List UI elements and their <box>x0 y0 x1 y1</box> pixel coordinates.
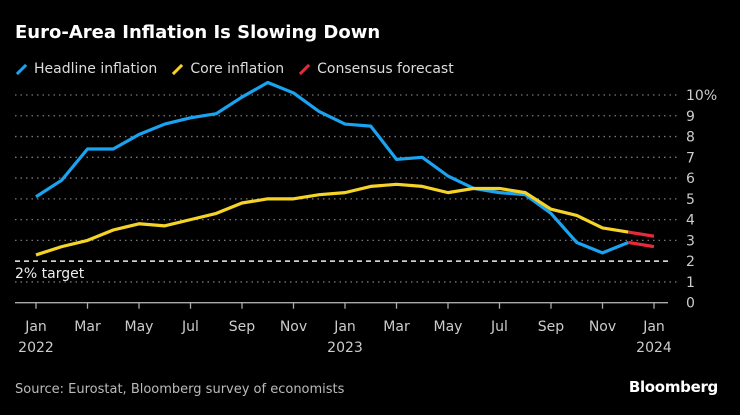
x-tick-label: May <box>125 319 154 335</box>
y-tick-label: 1 <box>686 275 695 291</box>
forecast-line <box>627 240 655 249</box>
x-tick-label: Sep <box>538 319 565 335</box>
x-tick-label: Mar <box>383 319 410 335</box>
legend-label: Headline inflation <box>34 61 158 77</box>
x-tick-label: Mar <box>74 319 101 335</box>
x-tick-label: May <box>434 319 463 335</box>
x-tick-label: Jan <box>642 319 665 335</box>
series-line-headline-inflation <box>35 80 629 255</box>
y-tick-label: 6 <box>686 171 695 187</box>
y-tick-label: 4 <box>686 213 695 229</box>
legend-item-core: Core inflation <box>171 61 284 77</box>
x-tick-label: Jul <box>181 319 199 335</box>
x-tick-year: 2024 <box>636 340 672 356</box>
x-tick-year: 2022 <box>18 340 54 356</box>
y-tick-label: 10% <box>686 88 717 104</box>
y-tick-label: 0 <box>686 296 695 312</box>
y-tick-label: 3 <box>686 233 695 249</box>
bloomberg-logo: Bloomberg <box>628 378 718 396</box>
legend-label: Core inflation <box>190 61 285 77</box>
legend-item-forecast: Consensus forecast <box>298 61 454 77</box>
legend-item-headline: Headline inflation <box>15 61 157 77</box>
forecast-line <box>627 230 655 238</box>
x-tick-label: Jan <box>24 319 47 335</box>
legend-label: Consensus forecast <box>317 61 454 77</box>
y-tick-label: 5 <box>686 192 695 208</box>
x-tick-label: Nov <box>589 319 616 335</box>
x-tick-label: Jul <box>490 319 508 335</box>
y-tick-label: 2 <box>686 254 695 270</box>
source-note: Source: Eurostat, Bloomberg survey of ec… <box>15 382 345 397</box>
legend: Headline inflation Core inflation Consen… <box>15 61 454 77</box>
y-tick-label: 8 <box>686 130 695 146</box>
y-tick-label: 7 <box>686 150 695 166</box>
x-tick-label: Jan <box>333 319 356 335</box>
series-line-core-inflation <box>35 182 629 257</box>
x-tick-year: 2023 <box>327 340 363 356</box>
target-label: 2% target <box>15 266 85 282</box>
y-tick-label: 9 <box>686 109 695 125</box>
x-tick-label: Nov <box>280 319 307 335</box>
chart-title: Euro-Area Inflation Is Slowing Down <box>15 22 381 43</box>
x-tick-label: Sep <box>229 319 256 335</box>
